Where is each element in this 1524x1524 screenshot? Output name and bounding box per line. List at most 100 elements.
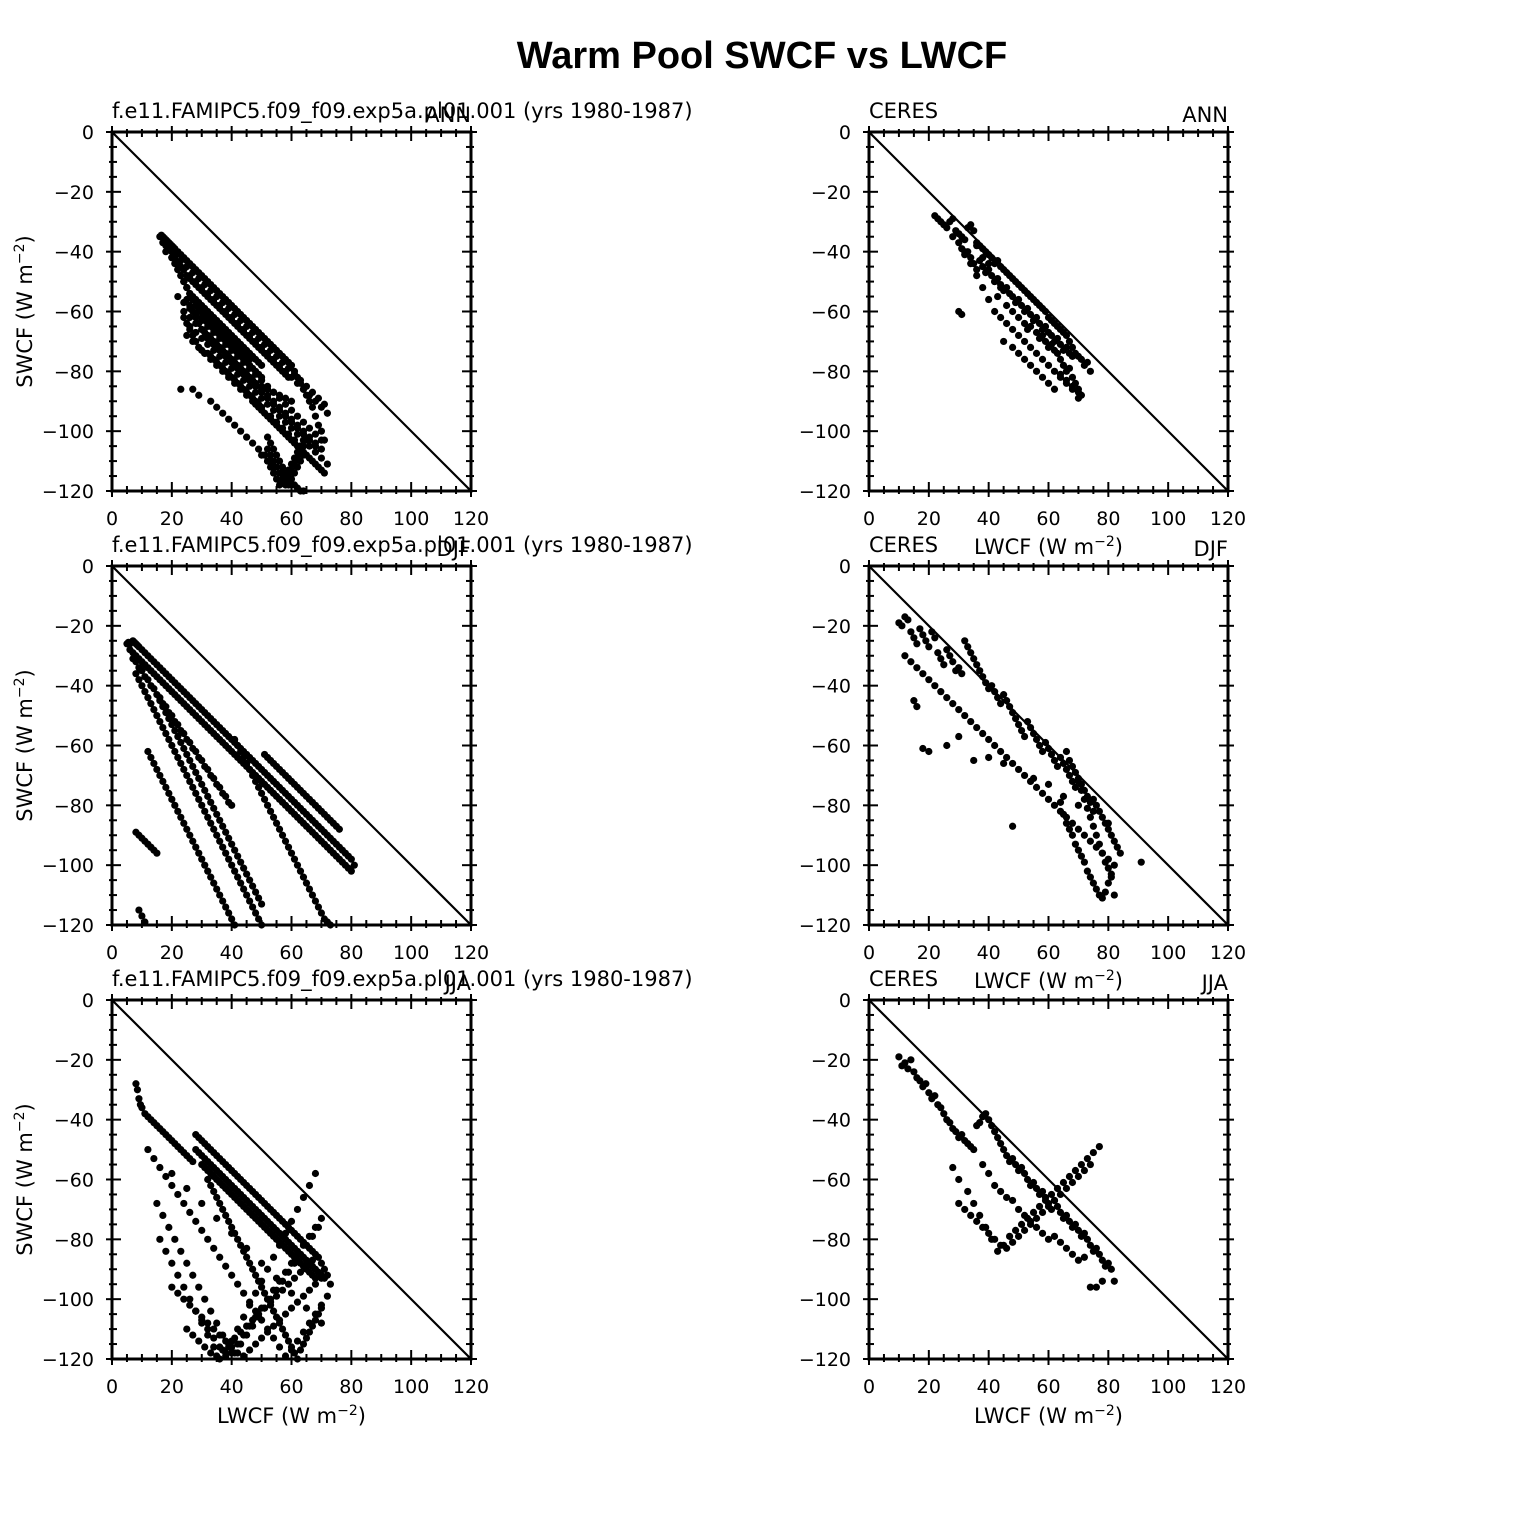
data-point bbox=[177, 1247, 185, 1255]
data-point bbox=[254, 783, 263, 791]
data-point bbox=[985, 260, 993, 268]
data-point bbox=[243, 891, 251, 899]
data-point bbox=[1009, 759, 1017, 768]
data-point bbox=[994, 1247, 1002, 1255]
data-point bbox=[311, 412, 320, 420]
data-point bbox=[970, 756, 978, 765]
data-point bbox=[293, 379, 302, 387]
panel-model-djf: 0 20 40 60 80 100 120 0 −20 −40 −60 −80 −100 −120 f.e1… bbox=[12, 533, 693, 964]
y-tick-label: −80 bbox=[811, 1229, 851, 1251]
data-point bbox=[165, 1223, 173, 1231]
data-point bbox=[1035, 741, 1044, 750]
data-point bbox=[979, 254, 987, 262]
x-tick-label: 40 bbox=[977, 1376, 1001, 1398]
data-point bbox=[1000, 759, 1008, 768]
y-tick-label: −40 bbox=[811, 242, 851, 264]
x-tick-label: 20 bbox=[917, 942, 941, 964]
data-point bbox=[1062, 819, 1071, 827]
data-point bbox=[257, 376, 266, 384]
x-tick-label: 20 bbox=[160, 942, 184, 964]
data-point bbox=[1003, 1151, 1011, 1160]
data-point bbox=[192, 319, 200, 328]
data-point bbox=[168, 741, 176, 750]
data-point bbox=[937, 688, 945, 696]
x-tick-label: 0 bbox=[106, 508, 118, 530]
data-point bbox=[216, 301, 224, 310]
data-point bbox=[204, 792, 212, 800]
data-point bbox=[275, 412, 284, 420]
y-tick-label: −120 bbox=[799, 481, 851, 503]
data-point bbox=[1080, 795, 1088, 803]
data-point bbox=[1062, 1244, 1071, 1252]
data-point bbox=[281, 1352, 290, 1360]
data-point bbox=[162, 1247, 170, 1255]
data-point bbox=[132, 1080, 140, 1088]
data-point bbox=[246, 876, 254, 884]
data-point bbox=[266, 412, 275, 420]
data-point bbox=[207, 1307, 215, 1315]
x-tick-label: 100 bbox=[1150, 942, 1186, 964]
data-point bbox=[1026, 1220, 1035, 1228]
data-point bbox=[296, 867, 305, 875]
data-point bbox=[269, 388, 278, 396]
data-point bbox=[252, 370, 260, 378]
data-point bbox=[299, 436, 308, 444]
data-point bbox=[1095, 840, 1103, 848]
data-point bbox=[1062, 765, 1071, 774]
data-point bbox=[243, 870, 251, 878]
data-point bbox=[973, 272, 981, 280]
data-point bbox=[296, 1346, 305, 1354]
data-point bbox=[156, 771, 164, 780]
data-point bbox=[997, 283, 1005, 292]
data-point bbox=[1053, 334, 1062, 343]
data-point bbox=[213, 1214, 221, 1222]
data-point bbox=[237, 858, 245, 866]
data-point bbox=[254, 915, 263, 923]
data-point bbox=[275, 1241, 284, 1249]
data-point bbox=[314, 421, 323, 429]
data-point bbox=[985, 295, 993, 304]
data-point bbox=[1092, 831, 1100, 839]
data-point bbox=[311, 1316, 320, 1324]
data-point bbox=[266, 807, 275, 815]
panel-ceres-djf: 0 20 40 60 80 100 120 0 −20 −40 −60 −80 −100 −120 CERE… bbox=[799, 533, 1246, 964]
data-point bbox=[1056, 340, 1065, 349]
data-point bbox=[323, 409, 331, 417]
data-point bbox=[237, 385, 245, 393]
data-point bbox=[234, 352, 242, 360]
data-point bbox=[195, 1337, 203, 1345]
data-point bbox=[174, 1190, 182, 1199]
y-tick-label: −60 bbox=[811, 302, 851, 324]
data-point bbox=[1020, 337, 1029, 346]
data-point bbox=[311, 442, 320, 450]
data-point bbox=[311, 460, 320, 468]
data-point bbox=[204, 765, 212, 774]
data-point bbox=[1056, 1208, 1065, 1217]
data-point bbox=[308, 1256, 317, 1264]
data-point bbox=[1014, 765, 1023, 774]
data-point bbox=[1080, 858, 1088, 866]
data-point bbox=[228, 840, 236, 848]
data-point bbox=[284, 466, 293, 474]
data-point bbox=[1017, 1220, 1026, 1228]
x-tick-label: 40 bbox=[220, 942, 244, 964]
data-point bbox=[135, 906, 143, 914]
y-tick-label: −100 bbox=[799, 855, 851, 877]
data-point bbox=[991, 1128, 999, 1136]
data-point bbox=[260, 1289, 269, 1297]
data-point bbox=[1062, 747, 1071, 756]
data-point bbox=[269, 355, 278, 363]
data-point bbox=[204, 813, 212, 821]
panel-right-string: DJF bbox=[1194, 537, 1228, 561]
data-point bbox=[1062, 343, 1071, 351]
data-point bbox=[1014, 313, 1023, 322]
data-point bbox=[979, 1223, 987, 1231]
data-point bbox=[1056, 1238, 1065, 1246]
data-point bbox=[260, 795, 269, 803]
data-point bbox=[186, 313, 194, 322]
panel-ceres-ann: 0 20 40 60 80 100 120 0 −20 −40 −60 −80 −100 −120 CERE… bbox=[799, 99, 1246, 530]
y-tick-label: 0 bbox=[82, 556, 94, 578]
data-point bbox=[1009, 708, 1017, 717]
data-point bbox=[177, 813, 185, 821]
